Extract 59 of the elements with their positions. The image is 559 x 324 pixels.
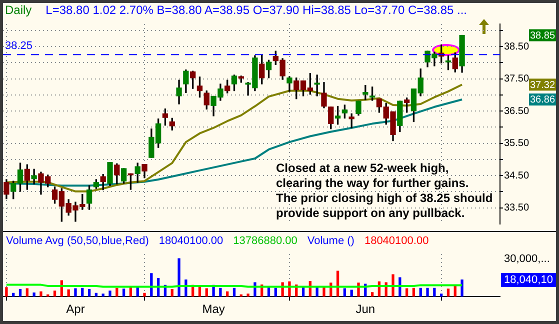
bar — [170, 289, 174, 297]
bar — [32, 292, 36, 297]
bar — [440, 294, 443, 297]
text: 18,040,10 — [501, 272, 556, 287]
text: 13786880.00 — [233, 235, 298, 247]
bar — [18, 289, 22, 297]
bar — [116, 288, 118, 297]
text: 18040100.00 — [364, 235, 429, 247]
x-tick-label: May — [202, 302, 225, 316]
bar — [81, 288, 84, 297]
bar — [446, 288, 450, 297]
y-tick-label: 34.50 — [504, 170, 530, 182]
bar — [102, 294, 104, 297]
ref-line-label: 38.25 — [5, 40, 33, 52]
bar — [88, 289, 91, 297]
chart-title: Volume Avg (50,50,blue,Red) — [6, 235, 149, 247]
y-tick-label: 37.50 — [504, 74, 530, 85]
bar — [5, 287, 8, 297]
candlestick — [31, 168, 37, 184]
bar — [412, 288, 416, 297]
bar — [392, 274, 394, 297]
chart-subtitle: L=38.80 1.02 2.70% B=38.80 A=38.95 O=37.90 Hi=38.85 Lo=37.70 C=38.85 ... — [46, 3, 468, 17]
bar — [405, 288, 408, 297]
y-tick-label: 36.50 — [504, 106, 530, 117]
y-tick-label: 38.50 — [504, 41, 530, 52]
bar — [343, 288, 346, 297]
text: 38.85 — [530, 30, 556, 42]
bar — [460, 280, 464, 297]
text: 37.32 — [530, 80, 556, 91]
text: 18040100.00 — [158, 235, 224, 247]
bar — [143, 292, 146, 297]
bar — [74, 288, 77, 297]
bar — [67, 289, 70, 297]
y-tick-label: 33.50 — [504, 202, 530, 214]
bar — [232, 288, 236, 297]
y-tick-label: 35.50 — [504, 138, 530, 150]
bar — [419, 288, 422, 297]
text: Volume () — [307, 235, 354, 247]
x-tick-label: Apr — [66, 302, 85, 316]
bar — [246, 294, 250, 297]
bar — [205, 288, 208, 297]
annotation: Closed at a new 52-week high, clearing the way for further gains. The prior closing high of 38.25 should provide support on any pullback. — [276, 161, 494, 221]
chart-title: Daily — [5, 3, 32, 17]
text: 36.86 — [530, 94, 556, 106]
bar — [350, 290, 353, 297]
bar — [219, 288, 222, 297]
bar — [274, 288, 277, 297]
bar — [53, 290, 56, 297]
bar — [433, 288, 436, 297]
bar — [26, 288, 28, 297]
text: 30,000,... — [503, 252, 551, 266]
bar — [122, 288, 126, 297]
bar — [178, 258, 180, 297]
bar — [426, 288, 429, 297]
bar — [108, 290, 112, 297]
candlestick — [314, 74, 320, 96]
bar — [40, 291, 42, 297]
x-tick-label: Jun — [356, 302, 376, 316]
bar — [370, 292, 374, 297]
